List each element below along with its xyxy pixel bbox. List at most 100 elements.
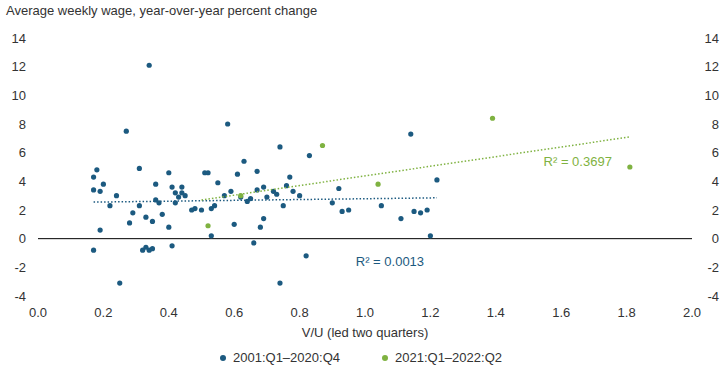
y-tick-label: 0	[19, 231, 26, 246]
scatter-point	[274, 192, 279, 197]
x-tick-label: 2.0	[683, 305, 701, 320]
scatter-point	[238, 193, 243, 198]
y-tick-label-right: 6	[712, 145, 719, 160]
y-axis-title: Average weekly wage, year-over-year perc…	[6, 3, 317, 18]
x-tick-label: 1.6	[552, 305, 570, 320]
scatter-point	[254, 169, 259, 174]
scatter-point	[153, 182, 158, 187]
chart: Average weekly wage, year-over-year perc…	[0, 0, 725, 376]
scatter-point	[251, 240, 256, 245]
legend-label: 2001:Q1–2020:Q4	[233, 350, 340, 365]
y-tick-label: 10	[12, 88, 26, 103]
scatter-point	[156, 200, 161, 205]
scatter-point	[490, 116, 495, 121]
y-tick-label-right: -4	[707, 289, 719, 304]
scatter-point	[91, 174, 96, 179]
scatter-point	[277, 281, 282, 286]
scatter-point	[169, 184, 174, 189]
scatter-point	[98, 227, 103, 232]
scatter-point	[434, 177, 439, 182]
y-tick-label: -2	[14, 260, 26, 275]
scatter-point	[101, 182, 106, 187]
y-tick-label-right: 8	[712, 117, 719, 132]
legend-marker	[220, 355, 226, 361]
y-tick-label-right: 14	[705, 31, 719, 46]
y-tick-label: 12	[12, 59, 26, 74]
scatter-point	[91, 248, 96, 253]
scatter-point	[398, 216, 403, 221]
scatter-point	[173, 190, 178, 195]
y-tick-label-right: 4	[712, 174, 719, 189]
x-tick-label: 0.4	[160, 305, 178, 320]
plot-area	[91, 63, 632, 286]
x-tick-label: 0.0	[29, 305, 47, 320]
r-squared-label: R² = 0.0013	[356, 254, 424, 269]
x-tick-label: 1.8	[618, 305, 636, 320]
scatter-point	[160, 212, 165, 217]
scatter-point	[169, 243, 174, 248]
scatter-point	[287, 174, 292, 179]
scatter-point	[281, 203, 286, 208]
y-tick-label: 8	[19, 117, 26, 132]
scatter-point	[137, 203, 142, 208]
scatter-point	[277, 144, 282, 149]
scatter-point	[130, 210, 135, 215]
y-tick-label: 4	[19, 174, 26, 189]
scatter-point	[264, 195, 269, 200]
scatter-point	[411, 209, 416, 214]
scatter-point	[225, 121, 230, 126]
scatter-point	[228, 189, 233, 194]
scatter-point	[173, 200, 178, 205]
legend-label: 2021:Q1–2022:Q2	[395, 350, 502, 365]
scatter-point	[94, 167, 99, 172]
scatter-point	[235, 172, 240, 177]
scatter-point	[336, 186, 341, 191]
scatter-point	[297, 193, 302, 198]
x-tick-label: 0.6	[225, 305, 243, 320]
scatter-point	[261, 184, 266, 189]
y-tick-label-right: 0	[712, 231, 719, 246]
scatter-point	[107, 203, 112, 208]
x-axis-title: V/U (led two quarters)	[302, 325, 428, 340]
scatter-point	[375, 182, 380, 187]
y-tick-label-right: 2	[712, 203, 719, 218]
scatter-point	[150, 219, 155, 224]
scatter-point	[215, 180, 220, 185]
scatter-point	[241, 159, 246, 164]
x-tick-label: 1.4	[487, 305, 505, 320]
scatter-point	[137, 166, 142, 171]
y-tick-label: 14	[12, 31, 26, 46]
scatter-point	[127, 220, 132, 225]
scatter-point	[150, 246, 155, 251]
y-tick-label: 6	[19, 145, 26, 160]
x-tick-label: 0.2	[94, 305, 112, 320]
scatter-point	[290, 189, 295, 194]
r-squared-label: R² = 0.3697	[544, 154, 612, 169]
scatter-point	[428, 233, 433, 238]
scatter-point	[199, 207, 204, 212]
scatter-point	[307, 153, 312, 158]
scatter-point	[340, 209, 345, 214]
scatter-point	[205, 170, 210, 175]
zero-line	[38, 238, 692, 239]
legend-marker	[382, 355, 388, 361]
scatter-point	[166, 170, 171, 175]
scatter-point	[248, 196, 253, 201]
scatter-point	[91, 187, 96, 192]
scatter-point	[330, 200, 335, 205]
scatter-point	[258, 225, 263, 230]
x-tick-label: 0.8	[291, 305, 309, 320]
legend: 2001:Q1–2020:Q4 2021:Q1–2022:Q2	[220, 350, 502, 365]
y-tick-label-right: -2	[707, 260, 719, 275]
scatter-point	[418, 210, 423, 215]
scatter-point	[232, 222, 237, 227]
scatter-point	[192, 206, 197, 211]
scatter-point	[425, 207, 430, 212]
scatter-point	[379, 203, 384, 208]
scatter-point	[304, 253, 309, 258]
y-tick-label: 2	[19, 203, 26, 218]
scatter-point	[166, 225, 171, 230]
scatter-point	[183, 193, 188, 198]
scatter-point	[179, 184, 184, 189]
scatter-point	[320, 143, 325, 148]
